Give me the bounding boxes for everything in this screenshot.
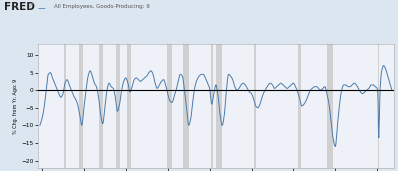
Bar [99, 44, 103, 168]
Bar [79, 44, 83, 168]
Text: All Employees, Goods-Producing: 9: All Employees, Goods-Producing: 9 [54, 4, 150, 9]
Bar [168, 44, 172, 168]
Bar [216, 44, 222, 168]
Bar [211, 44, 213, 168]
Bar [378, 44, 379, 168]
Bar [327, 44, 333, 168]
Bar [298, 44, 302, 168]
Bar [64, 44, 66, 168]
Bar [183, 44, 189, 168]
Bar [254, 44, 256, 168]
Text: FRED: FRED [4, 2, 35, 12]
Bar [127, 44, 131, 168]
Text: —: — [38, 4, 45, 13]
Bar [116, 44, 119, 168]
Y-axis label: % Chg. from Yr. Ago: 9: % Chg. from Yr. Ago: 9 [14, 78, 18, 134]
Text: ↗: ↗ [29, 3, 33, 8]
